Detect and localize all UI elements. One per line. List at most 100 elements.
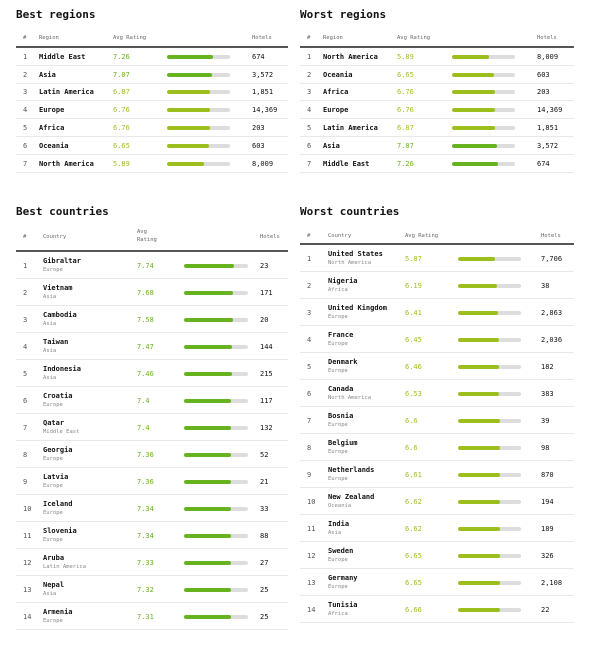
column-header-hotels[interactable]: Hotels [252, 35, 272, 41]
table-row[interactable]: 6 Canada North America 6.53 383 [300, 380, 574, 407]
rating-bar [458, 391, 521, 396]
hotel-count: 326 [541, 551, 554, 560]
rating-bar-fill [452, 143, 497, 148]
rating-bar-fill [452, 126, 496, 131]
column-header-rating[interactable]: Avg Rating [397, 35, 431, 41]
hotel-count: 215 [260, 369, 273, 378]
avg-rating: 7.4 [137, 423, 150, 432]
table-row[interactable]: 10 Iceland Europe 7.34 33 [16, 495, 288, 522]
table-row[interactable]: 7 Bosnia Europe 6.6 39 [300, 407, 574, 434]
table-row[interactable]: 1 North America 5.89 8,009 [300, 48, 574, 66]
country-region: Europe [328, 556, 348, 563]
column-header-name[interactable]: Country [328, 233, 352, 239]
country-region: Latin America [43, 563, 87, 570]
table-row[interactable]: 8 Georgia Europe 7.36 52 [16, 441, 288, 468]
table-row[interactable]: 13 Nepal Asia 7.32 25 [16, 576, 288, 603]
table-row[interactable]: 12 Sweden Europe 6.65 326 [300, 542, 574, 569]
country-region: Europe [328, 421, 348, 428]
rank-number: 4 [307, 335, 312, 344]
avg-rating: 6.76 [397, 106, 414, 115]
column-header-name[interactable]: Country [43, 234, 67, 240]
rating-bar [458, 445, 521, 450]
table-row[interactable]: 11 Slovenia Europe 7.34 88 [16, 522, 288, 549]
table-row[interactable]: 9 Latvia Europe 7.36 21 [16, 468, 288, 495]
section-title: Worst regions [300, 8, 387, 21]
country-region: North America [328, 259, 372, 266]
column-header-rating[interactable]: Avg Rating [113, 35, 147, 41]
hotel-count: 8,009 [252, 159, 274, 168]
table-row[interactable]: 3 United Kingdom Europe 6.41 2,863 [300, 299, 574, 326]
table-row[interactable]: 10 New Zealand Oceania 6.62 194 [300, 488, 574, 515]
table-row[interactable]: 7 North America 5.89 8,009 [16, 155, 288, 173]
rating-bar [184, 263, 248, 268]
column-header-rank[interactable]: # [23, 234, 27, 240]
rating-bar-fill [184, 533, 231, 538]
country-region: Asia [43, 590, 57, 597]
table-row[interactable]: 12 Aruba Latin America 7.33 27 [16, 549, 288, 576]
hotel-count: 23 [260, 261, 269, 270]
column-header-name[interactable]: Region [323, 35, 343, 41]
table-row[interactable]: 3 Cambodia Asia 7.58 20 [16, 306, 288, 333]
rating-bar-fill [184, 290, 234, 295]
table-row[interactable]: 1 Middle East 7.26 674 [16, 48, 288, 66]
table-row[interactable]: 1 United States North America 5.87 7,706 [300, 245, 574, 272]
avg-rating: 6.62 [405, 524, 422, 533]
country-name: France [328, 330, 354, 339]
hotel-count: 3,572 [252, 70, 274, 79]
rating-bar-fill [458, 364, 499, 369]
column-header-hotels[interactable]: Hotels [537, 35, 557, 41]
table-row[interactable]: 2 Nigeria Africa 6.19 38 [300, 272, 574, 299]
column-header-hotels[interactable]: Hotels [260, 234, 280, 240]
hotel-count: 14,369 [537, 106, 563, 115]
table-row[interactable]: 4 Europe 6.76 14,369 [16, 101, 288, 120]
table-row[interactable]: 4 Taiwan Asia 7.47 144 [16, 333, 288, 360]
rating-bar-fill [184, 452, 232, 457]
table-row[interactable]: 3 Africa 6.76 203 [300, 84, 574, 102]
table-row[interactable]: 6 Asia 7.07 3,572 [300, 137, 574, 155]
table-row[interactable]: 11 India Asia 6.62 189 [300, 515, 574, 542]
rating-bar-fill [458, 553, 500, 558]
table-row[interactable]: 13 Germany Europe 6.65 2,108 [300, 569, 574, 596]
column-header-rating[interactable]: Avg [137, 229, 147, 235]
hotel-count: 2,863 [541, 308, 563, 317]
rating-bar [184, 317, 248, 322]
table-row[interactable]: 5 Indonesia Asia 7.46 215 [16, 360, 288, 387]
column-header-rank[interactable]: # [307, 233, 311, 239]
column-header-rating-line2[interactable]: Rating [137, 237, 157, 243]
column-header-hotels[interactable]: Hotels [541, 233, 561, 239]
table-row[interactable]: 9 Netherlands Europe 6.61 870 [300, 461, 574, 488]
table-row[interactable]: 2 Asia 7.07 3,572 [16, 66, 288, 84]
rank-number: 1 [23, 52, 28, 61]
avg-rating: 6.76 [113, 106, 130, 115]
section-title: Best countries [16, 205, 109, 218]
column-header-rank[interactable]: # [23, 35, 27, 41]
country-name: United States [328, 249, 383, 258]
hotel-count: 98 [541, 443, 550, 452]
table-row[interactable]: 1 Gibraltar Europe 7.74 23 [16, 252, 288, 279]
table-row[interactable]: 5 Denmark Europe 6.46 182 [300, 353, 574, 380]
table-row[interactable]: 8 Belgium Europe 6.6 98 [300, 434, 574, 461]
rating-bar [452, 161, 515, 166]
table-row[interactable]: 3 Latin America 6.87 1,851 [16, 84, 288, 102]
column-header-rank[interactable]: # [307, 35, 311, 41]
rank-number: 9 [307, 470, 312, 479]
avg-rating: 7.46 [137, 369, 154, 378]
table-row[interactable]: 2 Oceania 6.65 603 [300, 66, 574, 84]
table-row[interactable]: 6 Croatia Europe 7.4 117 [16, 387, 288, 414]
table-row[interactable]: 4 Europe 6.76 14,369 [300, 101, 574, 120]
table-row[interactable]: 7 Qatar Middle East 7.4 132 [16, 414, 288, 441]
table-row[interactable]: 6 Oceania 6.65 603 [16, 137, 288, 155]
table-row[interactable]: 4 France Europe 6.45 2,036 [300, 326, 574, 353]
table-row[interactable]: 2 Vietnam Asia 7.68 171 [16, 279, 288, 306]
column-header-name[interactable]: Region [39, 35, 59, 41]
table-row[interactable]: 14 Tunisia Africa 6.66 22 [300, 596, 574, 623]
column-header-rating[interactable]: Avg Rating [405, 233, 439, 239]
avg-rating: 6.87 [113, 88, 130, 97]
rank-number: 4 [307, 106, 312, 115]
table-row[interactable]: 5 Africa 6.76 203 [16, 119, 288, 137]
table-row[interactable]: 14 Armenia Europe 7.31 25 [16, 603, 288, 630]
rating-bar [458, 310, 521, 315]
table-row[interactable]: 5 Latin America 6.87 1,851 [300, 119, 574, 137]
table-row[interactable]: 7 Middle East 7.26 674 [300, 155, 574, 173]
rating-bar-fill [167, 161, 205, 166]
